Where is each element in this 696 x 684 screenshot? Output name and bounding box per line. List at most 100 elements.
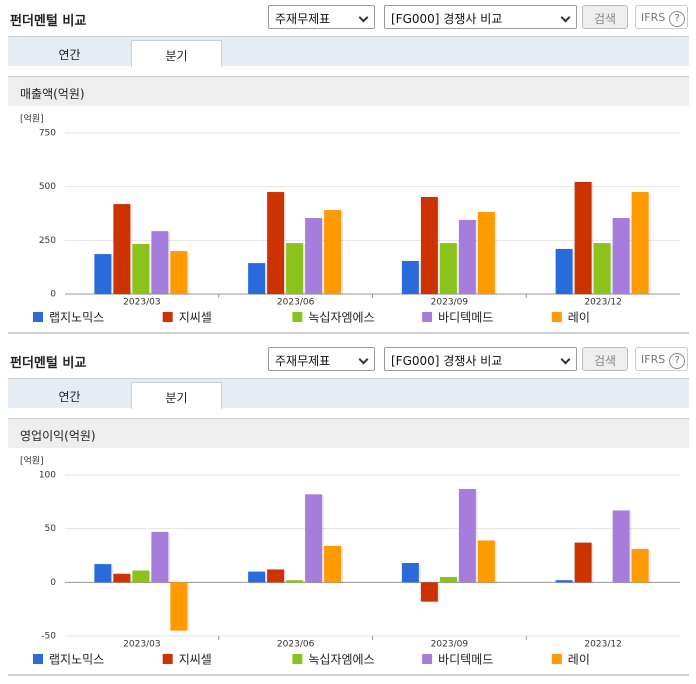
statement-select[interactable]: 주재무제표: [268, 5, 375, 29]
panel-title: 펀더멘털 비교: [10, 356, 87, 371]
bar: [267, 192, 285, 294]
bar: [113, 204, 131, 294]
x-tick-label: 2023/06: [277, 298, 315, 308]
bar: [305, 218, 323, 294]
bar: [170, 582, 188, 631]
ifrs-toggle[interactable]: IFRS?: [635, 347, 688, 371]
bar: [612, 510, 630, 583]
legend-swatch: [292, 312, 303, 322]
legend-label: 랩지노믹스: [49, 311, 104, 325]
legend-label: 레이: [568, 653, 590, 667]
x-tick-label: 2023/09: [431, 640, 469, 650]
bar: [593, 243, 611, 294]
bar: [132, 570, 150, 583]
bar: [420, 582, 438, 602]
bar: [631, 549, 649, 583]
legend-swatch: [162, 312, 173, 322]
y-tick-label: 100: [39, 471, 56, 481]
bar: [151, 231, 169, 294]
bar: [477, 211, 495, 294]
compare-select[interactable]: [FG000] 경쟁사 비교: [384, 5, 577, 29]
ifrs-toggle[interactable]: IFRS?: [635, 5, 688, 29]
panel-title: 펀더멘털 비교: [10, 14, 87, 29]
help-icon[interactable]: ?: [669, 353, 686, 369]
y-tick-label: 500: [39, 182, 56, 192]
panel-rule: [8, 332, 689, 334]
x-tick-label: 2023/12: [584, 640, 621, 650]
y-axis-unit: [억원]: [20, 113, 44, 125]
bar: [324, 545, 342, 583]
x-tick-label: 2023/09: [431, 298, 469, 308]
statement-select[interactable]: 주재무제표: [268, 347, 375, 371]
bar: [477, 540, 495, 583]
legend-label: 랩지노믹스: [49, 653, 104, 667]
bar: [631, 192, 649, 294]
bar: [439, 576, 457, 583]
legend-label: 지씨셀: [179, 311, 212, 325]
bar: [132, 243, 150, 294]
bar: [170, 251, 188, 294]
bar: [555, 580, 573, 583]
legend-label: 레이: [568, 311, 590, 325]
x-tick-label: 2023/03: [123, 640, 160, 650]
y-tick-label: 750: [39, 129, 56, 139]
y-tick-label: 250: [39, 236, 56, 246]
bar: [267, 569, 285, 583]
legend-label: 바디텍메드: [438, 653, 493, 667]
bar: [401, 260, 419, 294]
help-icon[interactable]: ?: [669, 11, 686, 27]
y-tick-label: 0: [50, 578, 56, 588]
x-tick-label: 2023/03: [123, 298, 160, 308]
panel-rule: [8, 674, 689, 676]
bar: [94, 564, 112, 583]
bar: [324, 210, 342, 294]
bar: [612, 218, 630, 294]
bar: [305, 494, 323, 583]
tab[interactable]: 연간: [58, 390, 81, 404]
bar: [286, 580, 304, 583]
bar: [401, 563, 419, 583]
bar: [94, 254, 112, 294]
legend-swatch: [33, 312, 43, 322]
y-tick-label: 50: [45, 524, 57, 534]
bar: [458, 488, 476, 583]
section-header: 매출액(억원): [8, 76, 689, 106]
section-header: 영업이익(억원): [8, 418, 689, 448]
bar: [574, 542, 592, 583]
search-button[interactable]: 검색: [582, 5, 628, 29]
tab[interactable]: 분기: [131, 40, 222, 67]
legend-label: 바디텍메드: [438, 311, 493, 325]
y-axis-unit: [억원]: [20, 455, 44, 467]
bar: [151, 531, 169, 583]
legend-label: 녹십자엠에스: [308, 311, 374, 325]
ifrs-label: IFRS: [641, 353, 666, 366]
y-tick-label: 0: [50, 290, 56, 300]
chart: [억원] 0 250 500 750 2023/03 2023/06 2023/09 2023/…: [20, 113, 680, 325]
search-button[interactable]: 검색: [582, 347, 628, 371]
legend-label: 지씨셀: [179, 653, 212, 667]
bar: [574, 181, 592, 294]
bar: [420, 196, 438, 294]
legend-swatch: [162, 654, 173, 664]
bar: [248, 263, 266, 294]
bar: [555, 248, 573, 294]
tab-bar: 연간 분기: [8, 36, 689, 67]
bar: [439, 243, 457, 294]
tab-bar: 연간 분기: [8, 378, 689, 409]
ifrs-label: IFRS: [641, 11, 666, 24]
legend-swatch: [33, 654, 43, 664]
compare-select[interactable]: [FG000] 경쟁사 비교: [384, 347, 577, 371]
bar: [286, 243, 304, 294]
tab[interactable]: 분기: [131, 382, 222, 409]
bar: [113, 573, 131, 583]
tab[interactable]: 연간: [58, 48, 81, 62]
x-tick-label: 2023/12: [584, 298, 621, 308]
legend-swatch: [551, 312, 562, 322]
legend-swatch: [551, 654, 562, 664]
x-tick-label: 2023/06: [277, 640, 315, 650]
legend-label: 녹십자엠에스: [308, 653, 374, 667]
chart: [억원] -50 0 50 100 2023/03 2023/06 2023/09 2023/1…: [20, 455, 680, 667]
bar: [458, 219, 476, 294]
y-tick-label: -50: [41, 632, 56, 642]
